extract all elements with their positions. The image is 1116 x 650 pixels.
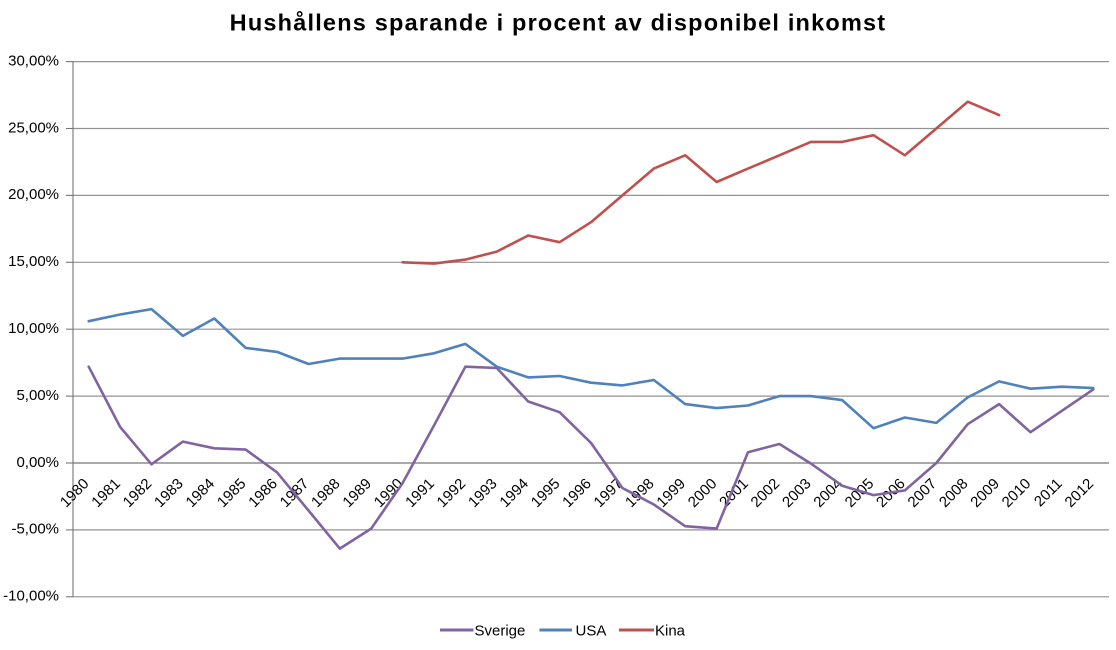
svg-text:Hushållens sparande i procent: Hushållens sparande i procent av disponi… <box>230 10 887 36</box>
svg-text:USA: USA <box>576 622 607 639</box>
svg-text:5,00%: 5,00% <box>16 387 59 404</box>
svg-text:Sverige: Sverige <box>475 622 526 639</box>
svg-text:Kina: Kina <box>655 622 686 639</box>
svg-text:30,00%: 30,00% <box>8 52 59 69</box>
svg-text:-10,00%: -10,00% <box>3 588 59 605</box>
svg-text:25,00%: 25,00% <box>8 119 59 136</box>
svg-text:10,00%: 10,00% <box>8 320 59 337</box>
svg-text:-5,00%: -5,00% <box>11 521 59 538</box>
svg-text:0,00%: 0,00% <box>16 454 59 471</box>
svg-text:20,00%: 20,00% <box>8 186 59 203</box>
svg-text:15,00%: 15,00% <box>8 253 59 270</box>
